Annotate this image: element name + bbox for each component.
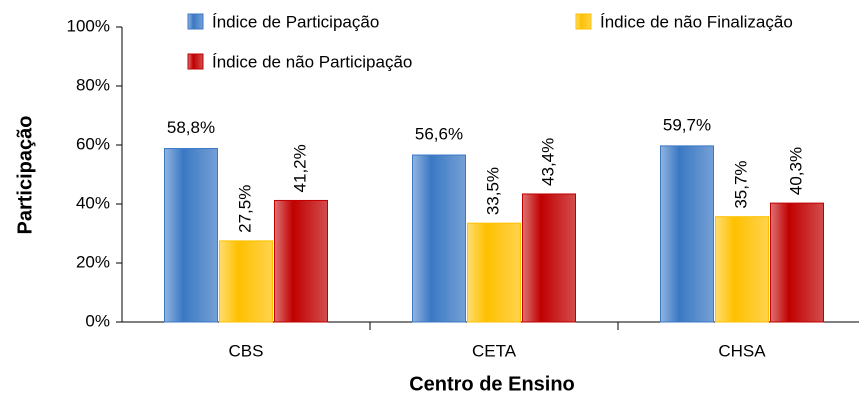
x-axis-label: Centro de Ensino [409, 373, 575, 395]
bar [164, 148, 218, 323]
data-label: 27,5% [235, 185, 254, 233]
bar [770, 202, 824, 323]
legend-label: Índice de não Participação [212, 52, 412, 71]
legend-swatch [187, 53, 204, 70]
data-label: 59,7% [663, 115, 711, 134]
data-label: 35,7% [731, 160, 750, 208]
y-tick-label: 60% [76, 134, 110, 153]
data-label: 43,4% [538, 138, 557, 186]
y-axis-label: Participação [14, 116, 36, 235]
data-label: 58,8% [167, 118, 215, 137]
bar [660, 145, 714, 323]
x-tick-label: CHSA [718, 341, 766, 360]
bar [715, 216, 769, 323]
legend-label: Índice de Participação [212, 12, 379, 31]
y-tick-label: 20% [76, 252, 110, 271]
y-tick-label: 0% [85, 311, 110, 330]
legend-label: Índice de não Finalização [600, 12, 793, 31]
y-tick-label: 100% [67, 16, 110, 35]
bar [274, 199, 328, 323]
bar [467, 222, 521, 323]
data-label: 56,6% [415, 125, 463, 144]
x-tick-label: CETA [472, 341, 517, 360]
data-label: 41,2% [290, 144, 309, 192]
data-label: 33,5% [483, 167, 502, 215]
x-tick-label: CBS [229, 341, 264, 360]
data-label: 40,3% [786, 147, 805, 195]
y-tick-label: 80% [76, 75, 110, 94]
bar [522, 193, 576, 323]
y-tick-label: 40% [76, 193, 110, 212]
bar [412, 154, 466, 323]
legend-swatch [187, 13, 204, 30]
bar [219, 240, 273, 323]
legend-swatch [575, 13, 592, 30]
